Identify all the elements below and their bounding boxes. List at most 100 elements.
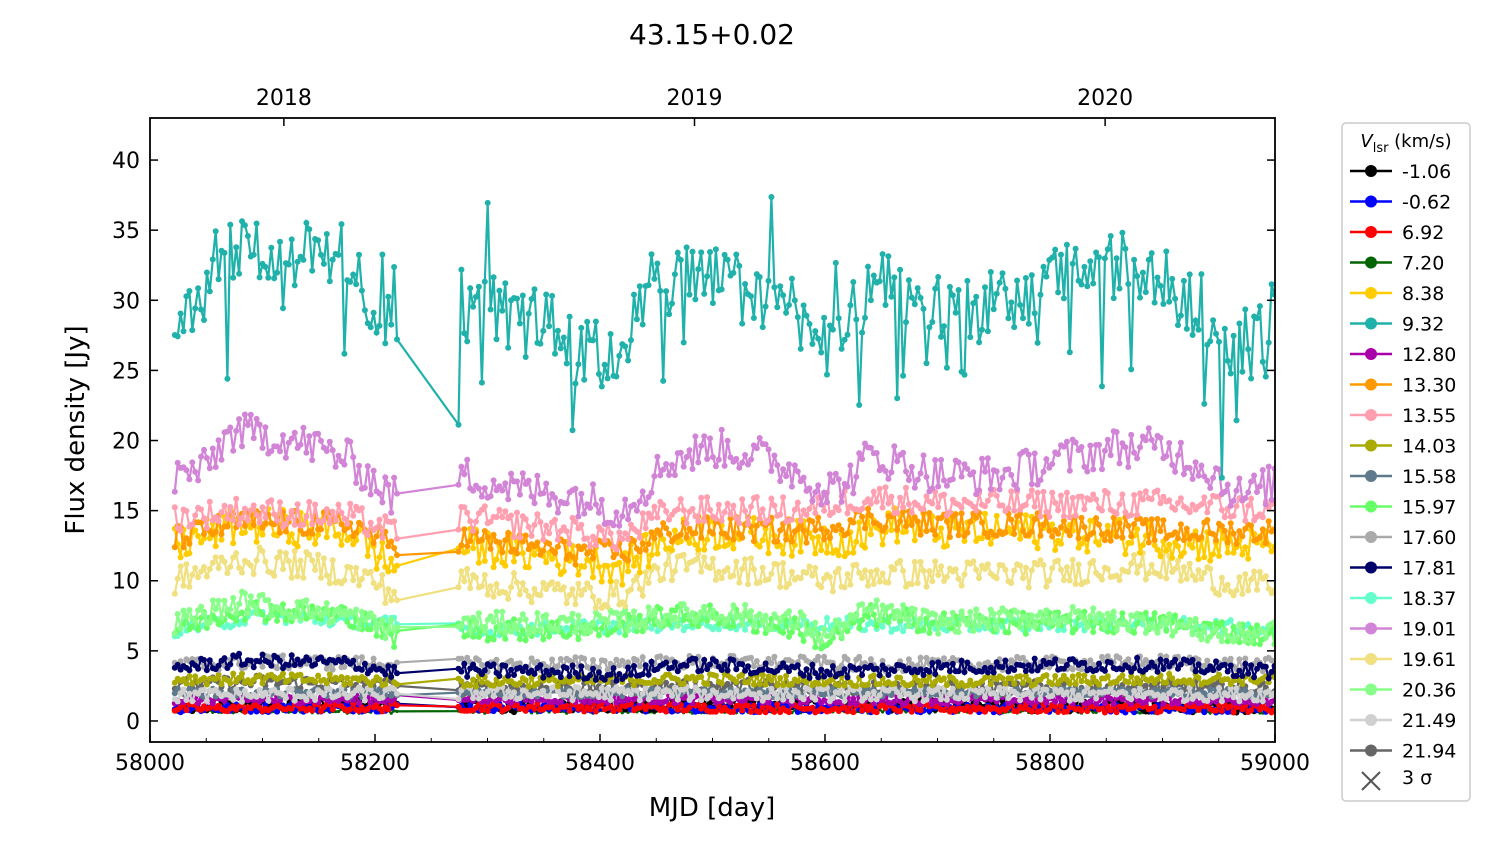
series-point-14.03 [762, 681, 769, 688]
series-point-20.36 [946, 621, 953, 628]
series-point-17.81 [203, 667, 210, 674]
series-point-15.97 [274, 617, 281, 624]
series-point-14.03 [1025, 677, 1032, 684]
series-point-20.36 [1008, 614, 1015, 621]
series-point-20.36 [522, 616, 529, 623]
series-point-21.49 [1072, 696, 1079, 703]
series-point-6.92 [309, 707, 316, 714]
series-point-15.97 [1131, 629, 1138, 636]
series-point-14.03 [943, 682, 950, 689]
series-point-21.49 [707, 692, 713, 699]
series-point-17.81 [882, 666, 889, 672]
series-point-14.03 [256, 672, 263, 679]
series-point-14.03 [1239, 681, 1246, 688]
series-point-17.81 [1192, 668, 1199, 675]
series-point-6.92 [364, 706, 371, 712]
series-point-20.36 [356, 625, 362, 632]
series-point-21.49 [1037, 696, 1044, 703]
series-point-6.92 [908, 708, 915, 715]
series-point-17.81 [671, 659, 678, 666]
series-point-21.49 [201, 686, 207, 693]
series-point-17.81 [990, 669, 997, 676]
series-point-17.60 [753, 658, 760, 664]
series-point-15.97 [1072, 626, 1079, 632]
series-point-17.81 [490, 661, 497, 668]
series-point-21.49 [174, 698, 181, 705]
series-point-6.92 [329, 706, 336, 713]
series-point-12.80 [1043, 699, 1050, 706]
series-point-14.03 [674, 676, 681, 683]
series-point-17.81 [578, 663, 585, 670]
series-point-17.60 [572, 654, 579, 661]
series-point-17.81 [1052, 656, 1059, 663]
series-point-21.49 [1183, 696, 1190, 703]
series-point-14.03 [189, 680, 196, 687]
series-point-21.49 [1216, 684, 1222, 691]
series-point-6.92 [379, 708, 386, 715]
series-point-15.97 [1151, 610, 1158, 617]
series-point-20.36 [604, 619, 611, 626]
series-point-21.49 [475, 695, 482, 702]
series-point-12.80 [508, 699, 515, 706]
series-point-17.81 [1037, 663, 1044, 670]
series-point-18.37 [900, 628, 907, 635]
series-point-20.36 [1186, 618, 1193, 625]
series-point-21.49 [1224, 692, 1231, 699]
series-point-14.03 [546, 677, 553, 684]
series-point-15.97 [519, 627, 526, 634]
series-point-17.81 [1011, 667, 1018, 673]
series-point-12.80 [1110, 701, 1117, 707]
series-point-17.60 [549, 656, 556, 663]
series-point-20.36 [970, 628, 977, 634]
series-point-21.49 [379, 694, 386, 701]
series-point-21.49 [189, 698, 196, 705]
series-point-21.49 [1213, 693, 1219, 699]
series-point-21.49 [186, 690, 193, 697]
series-point-14.03 [1131, 680, 1138, 687]
series-point-20.36 [1043, 607, 1050, 614]
series-point-14.03 [183, 680, 190, 687]
series-point-15.97 [1163, 627, 1170, 634]
series-point-20.36 [674, 623, 681, 629]
series-point-6.92 [587, 706, 594, 713]
series-point-20.36 [212, 606, 219, 613]
series-point-17.60 [867, 656, 874, 663]
series-point-18.37 [1227, 617, 1234, 624]
series-point-17.81 [1093, 667, 1100, 674]
series-point-17.60 [1069, 666, 1076, 673]
series-point-17.60 [768, 660, 775, 667]
series-point-20.36 [853, 613, 860, 619]
series-point-12.80 [367, 699, 374, 706]
series-point-21.49 [943, 696, 950, 703]
series-point-20.36 [221, 597, 228, 604]
series-point-21.49 [642, 684, 649, 691]
series-point-17.81 [1213, 658, 1219, 665]
series-point-20.36 [973, 606, 980, 613]
series-point-17.81 [1025, 662, 1032, 669]
series-point-18.37 [742, 626, 749, 633]
series-point-17.81 [1028, 667, 1035, 674]
series-point-17.60 [619, 657, 626, 664]
series-point-17.60 [815, 653, 822, 660]
series-point-6.92 [982, 708, 988, 715]
series-point-14.03 [1169, 675, 1176, 682]
series-point-20.36 [689, 610, 696, 617]
series-point-21.94 [663, 679, 670, 686]
series-point-17.60 [613, 656, 620, 663]
series-point-20.36 [186, 607, 193, 613]
series-point-20.36 [1172, 628, 1179, 635]
series-point-17.81 [730, 657, 737, 664]
series-point-20.36 [206, 619, 213, 626]
series-point-6.92 [347, 706, 354, 713]
series-point-20.36 [1069, 603, 1076, 610]
series-point-21.49 [391, 685, 398, 692]
series-point-17.81 [505, 672, 512, 679]
series-point-15.97 [797, 631, 804, 638]
series-point-20.36 [1090, 605, 1097, 612]
series-point-17.81 [613, 677, 620, 684]
series-point-6.92 [241, 708, 248, 715]
series-point-15.97 [522, 637, 529, 644]
series-point-6.92 [484, 708, 491, 714]
series-point-20.36 [192, 618, 199, 625]
series-point-17.81 [739, 661, 746, 668]
